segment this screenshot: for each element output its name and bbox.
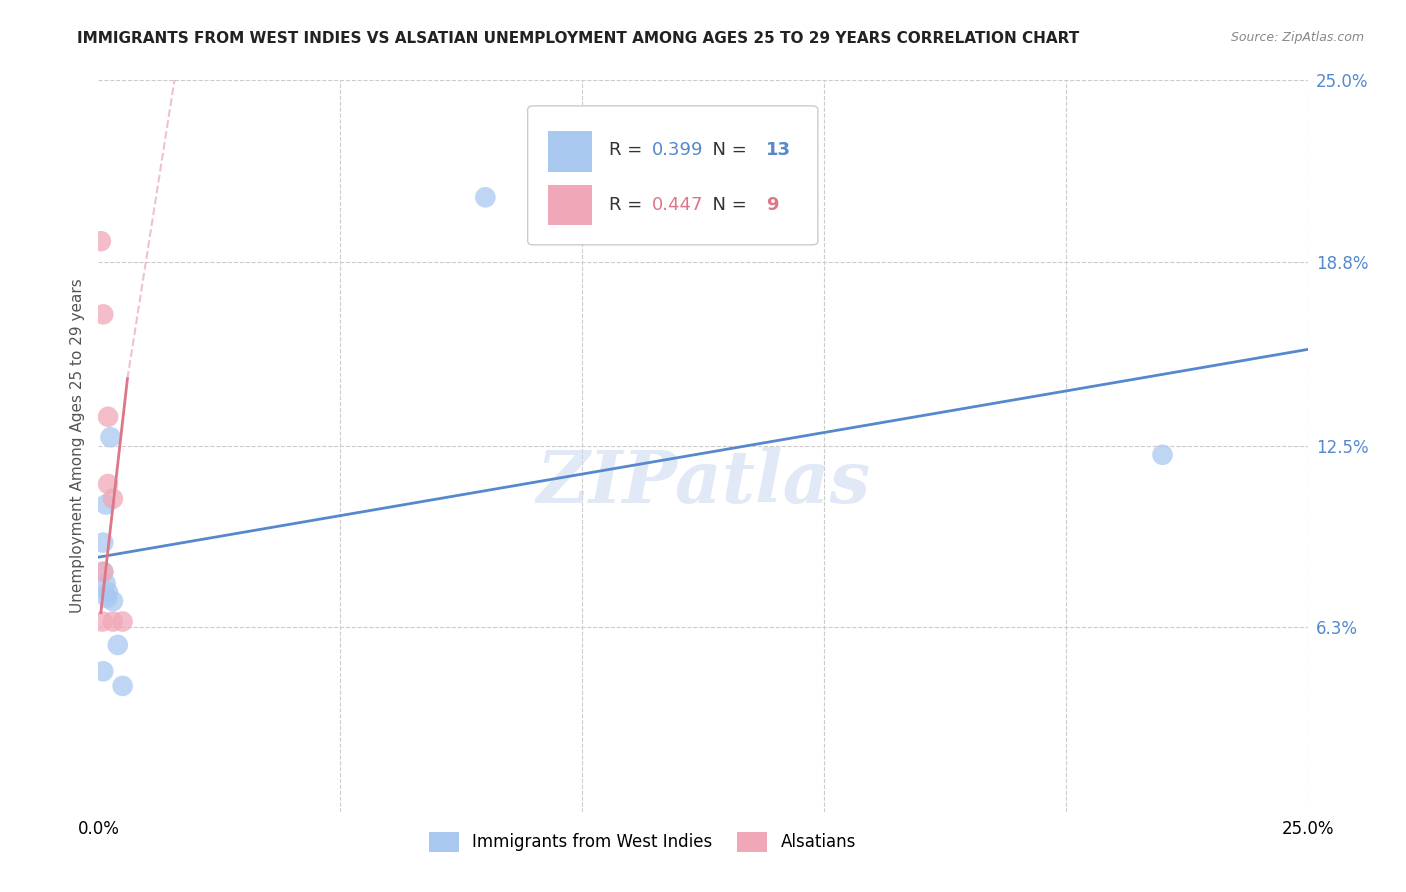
Point [97,477,120,491]
Text: R =: R = [609,141,648,159]
Point [97,409,120,424]
FancyBboxPatch shape [527,106,818,244]
FancyBboxPatch shape [548,185,592,225]
Text: N =: N = [700,195,752,213]
Point [90,234,112,248]
FancyBboxPatch shape [548,131,592,171]
Text: R =: R = [609,195,648,213]
Text: N =: N = [700,141,752,159]
Point [94,576,117,591]
Point [91,307,114,321]
Point [107,638,129,652]
Point [111,615,134,629]
Point [91,615,114,629]
Point [91,665,114,679]
Text: IMMIGRANTS FROM WEST INDIES VS ALSATIAN UNEMPLOYMENT AMONG AGES 25 TO 29 YEARS C: IMMIGRANTS FROM WEST INDIES VS ALSATIAN … [77,31,1080,46]
Point [91,535,114,549]
Text: 13: 13 [766,141,792,159]
Point [101,594,124,608]
Point [101,615,124,629]
Y-axis label: Unemployment Among Ages 25 to 29 years: Unemployment Among Ages 25 to 29 years [69,278,84,614]
Point [97,585,120,599]
Point [91,565,114,579]
Point [91,565,114,579]
Text: ZIPatlas: ZIPatlas [536,447,870,518]
Point [474,190,496,204]
Text: 0.447: 0.447 [652,195,704,213]
Text: Source: ZipAtlas.com: Source: ZipAtlas.com [1230,31,1364,45]
Point [96,591,118,606]
Point [1152,448,1174,462]
Text: 9: 9 [766,195,779,213]
Point [100,430,122,444]
Legend: Immigrants from West Indies, Alsatians: Immigrants from West Indies, Alsatians [422,826,863,858]
Point [111,679,134,693]
Point [101,491,124,506]
Point [94,498,117,512]
Text: 0.399: 0.399 [652,141,704,159]
